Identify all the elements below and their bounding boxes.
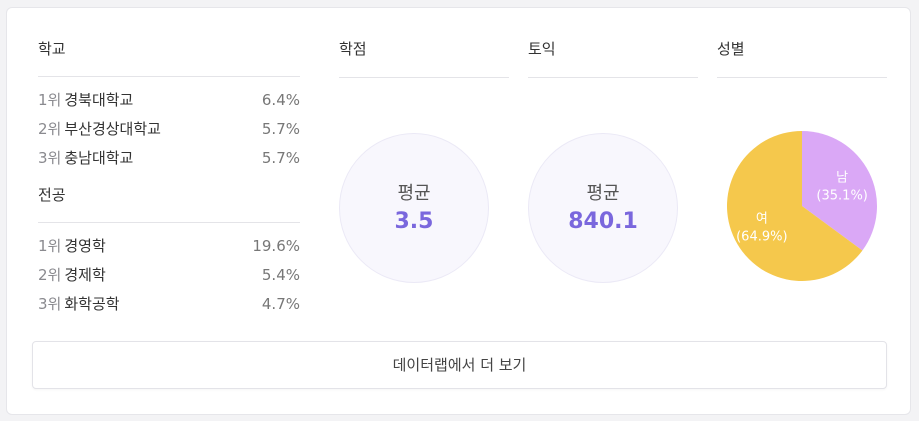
toeic-heading: 토익 xyxy=(528,40,698,78)
school-name: 경북대학교 xyxy=(64,91,134,109)
school-row: 1위 경북대학교 6.4% xyxy=(38,86,300,115)
major-row: 2위 경제학 5.4% xyxy=(38,261,300,290)
pie-percent-male: (35.1%) xyxy=(816,189,867,204)
gender-pie-svg: 남 (35.1%) 여 (64.9%) xyxy=(727,131,877,281)
toeic-average-value: 840.1 xyxy=(568,209,638,234)
school-row: 2위 부산경상대학교 5.7% xyxy=(38,115,300,144)
rank-number: 2위 xyxy=(38,120,62,138)
school-heading: 학교 xyxy=(38,40,300,77)
major-name: 경영학 xyxy=(64,237,106,255)
major-name: 화학공학 xyxy=(64,295,120,313)
pie-slice-female xyxy=(727,131,863,281)
major-percent: 5.4% xyxy=(261,266,300,284)
pie-label-female: 여 xyxy=(756,211,768,226)
school-percent: 5.7% xyxy=(261,149,300,167)
rank-number: 2위 xyxy=(38,266,62,284)
rank-number: 3위 xyxy=(38,295,62,313)
gpa-average-label: 평균 xyxy=(397,183,431,204)
gender-heading: 성별 xyxy=(717,40,887,78)
rank-column: 학교 1위 경북대학교 6.4% 2위 부산경상대학교 5.7% 3위 충남대학교 5… xyxy=(38,40,300,319)
major-list: 1위 경영학 19.6% 2위 경제학 5.4% 3위 화학공학 4.7% xyxy=(38,223,300,319)
gender-column: 성별 남 (35.1%) 여 (64.9%) xyxy=(717,40,887,281)
school-list: 1위 경북대학교 6.4% 2위 부산경상대학교 5.7% 3위 충남대학교 5.7% xyxy=(38,77,300,173)
major-row: 1위 경영학 19.6% xyxy=(38,232,300,261)
gpa-average-circle: 평균 3.5 xyxy=(339,133,489,283)
rank-number: 1위 xyxy=(38,91,62,109)
gender-pie-chart: 남 (35.1%) 여 (64.9%) xyxy=(726,130,878,282)
school-row: 3위 충남대학교 5.7% xyxy=(38,144,300,173)
stats-card: 학교 1위 경북대학교 6.4% 2위 부산경상대학교 5.7% 3위 충남대학교 5… xyxy=(6,7,911,415)
major-row: 3위 화학공학 4.7% xyxy=(38,290,300,319)
pie-slice-male xyxy=(802,131,877,251)
gpa-heading: 학점 xyxy=(339,40,509,78)
rank-number: 1위 xyxy=(38,237,62,255)
gpa-average-value: 3.5 xyxy=(394,209,434,234)
toeic-average-label: 평균 xyxy=(586,183,620,204)
view-more-datalab-button[interactable]: 데이터랩에서 더 보기 xyxy=(32,341,887,389)
toeic-column: 토익 평균 840.1 xyxy=(528,40,698,283)
major-heading: 전공 xyxy=(38,186,300,223)
school-name: 부산경상대학교 xyxy=(64,120,161,138)
major-percent: 4.7% xyxy=(261,295,300,313)
pie-label-male: 남 xyxy=(836,171,848,186)
school-name: 충남대학교 xyxy=(64,149,134,167)
rank-number: 3위 xyxy=(38,149,62,167)
pie-percent-female: (64.9%) xyxy=(736,229,787,244)
school-percent: 6.4% xyxy=(261,91,300,109)
major-percent: 19.6% xyxy=(252,237,300,255)
gpa-column: 학점 평균 3.5 xyxy=(339,40,509,283)
school-percent: 5.7% xyxy=(261,120,300,138)
major-name: 경제학 xyxy=(64,266,106,284)
toeic-average-circle: 평균 840.1 xyxy=(528,133,678,283)
